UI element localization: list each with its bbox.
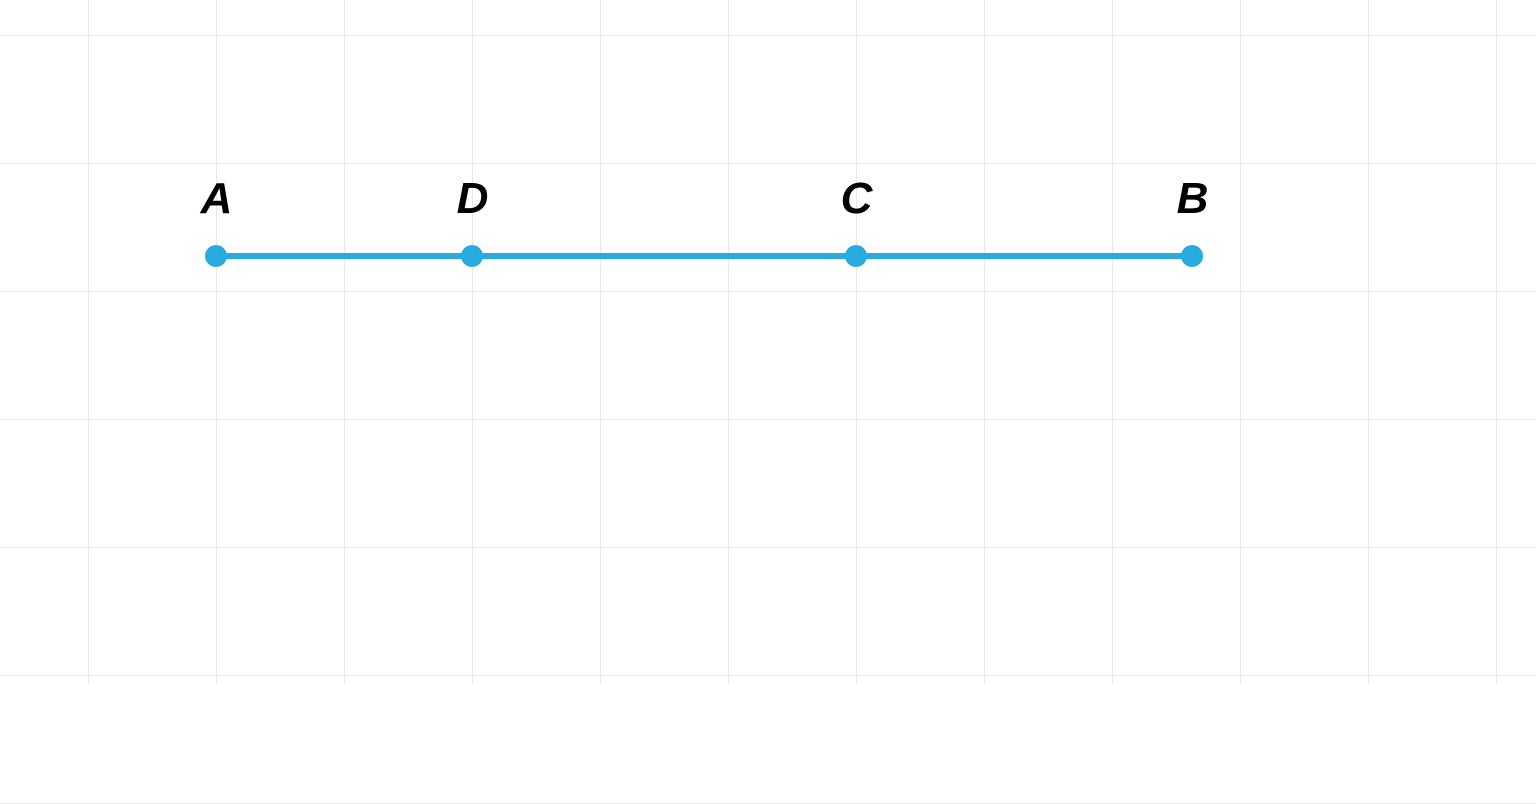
point-d [461, 245, 483, 267]
diagram-layer: ADCB [0, 0, 1536, 684]
point-label-c: C [841, 174, 872, 224]
point-label-d: D [457, 174, 488, 224]
point-a [205, 245, 227, 267]
point-label-b: B [1177, 174, 1208, 224]
point-label-a: A [201, 174, 232, 224]
line-segment [216, 253, 1192, 259]
point-b [1181, 245, 1203, 267]
point-c [845, 245, 867, 267]
